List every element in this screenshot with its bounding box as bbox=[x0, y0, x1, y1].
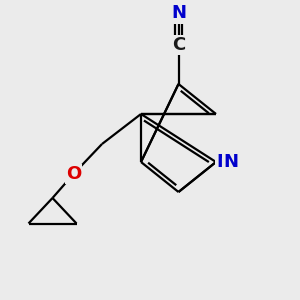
Text: N: N bbox=[224, 153, 238, 171]
Text: C: C bbox=[172, 36, 185, 54]
Text: N: N bbox=[171, 4, 186, 22]
Text: N: N bbox=[216, 153, 231, 171]
Text: O: O bbox=[66, 165, 81, 183]
